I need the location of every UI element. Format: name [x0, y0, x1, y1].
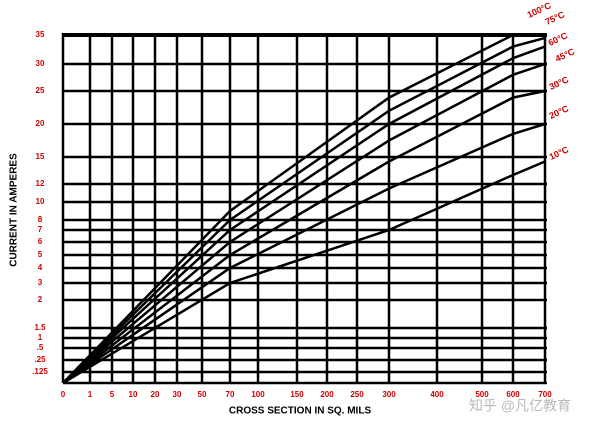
x-tick-label: 500: [475, 390, 489, 399]
x-tick-label: 150: [290, 390, 304, 399]
x-tick-label: 300: [382, 390, 396, 399]
y-tick-label: 35: [36, 30, 45, 39]
x-tick-label: 70: [226, 390, 235, 399]
x-tick-label: 30: [173, 390, 182, 399]
y-tick-label: .125: [32, 367, 48, 376]
x-tick-label: 100: [251, 390, 265, 399]
x-axis-title: CROSS SECTION IN SQ. MILS: [229, 406, 372, 417]
watermark: 知乎 @凡亿教育: [469, 398, 571, 414]
y-tick-label: 1: [38, 333, 43, 342]
curve: [62, 122, 546, 385]
y-axis-title: CURRENT IN AMPERES: [9, 153, 20, 267]
y-tick-label: 8: [38, 215, 43, 224]
series-label: 45°C: [554, 46, 577, 64]
y-tick-label: 12: [36, 179, 45, 188]
y-tick-label: 2: [38, 295, 43, 304]
y-tick-label: 15: [36, 152, 45, 161]
series-label: 20°C: [548, 103, 571, 121]
x-tick-label: 50: [198, 390, 207, 399]
y-tick-label: 7: [38, 225, 43, 234]
y-tick-label: 10: [36, 197, 45, 206]
y-tick-label: 3: [38, 278, 43, 287]
x-tick-label: 400: [430, 390, 444, 399]
y-tick-label: 4: [38, 263, 43, 272]
curve: [62, 62, 546, 384]
y-tick-label: 25: [36, 86, 45, 95]
y-tick-label: 6: [38, 237, 43, 246]
x-tick-label: 20: [151, 390, 160, 399]
curve: [62, 160, 546, 385]
y-tick-label: .5: [37, 343, 44, 352]
series-label: 10°C: [548, 144, 571, 162]
x-tick-label: 5: [110, 390, 115, 399]
curve: [62, 33, 514, 384]
x-tick-label: 1: [88, 390, 93, 399]
x-tick-label: 600: [506, 390, 520, 399]
curve: [62, 89, 546, 384]
x-tick-label: 200: [320, 390, 334, 399]
y-tick-label: .25: [34, 355, 46, 364]
x-tick-label: 250: [350, 390, 364, 399]
y-tick-label: 30: [36, 59, 45, 68]
y-tick-label: 20: [36, 119, 45, 128]
curve: [62, 45, 546, 384]
y-tick-label: 1.5: [34, 323, 46, 332]
x-tick-label: 10: [129, 390, 138, 399]
series-label: 30°C: [548, 74, 571, 92]
curve: [62, 36, 546, 384]
x-tick-label: 700: [538, 390, 552, 399]
y-tick-label: 5: [38, 250, 43, 259]
series-label: 60°C: [547, 30, 570, 48]
x-tick-label: 0: [61, 390, 66, 399]
